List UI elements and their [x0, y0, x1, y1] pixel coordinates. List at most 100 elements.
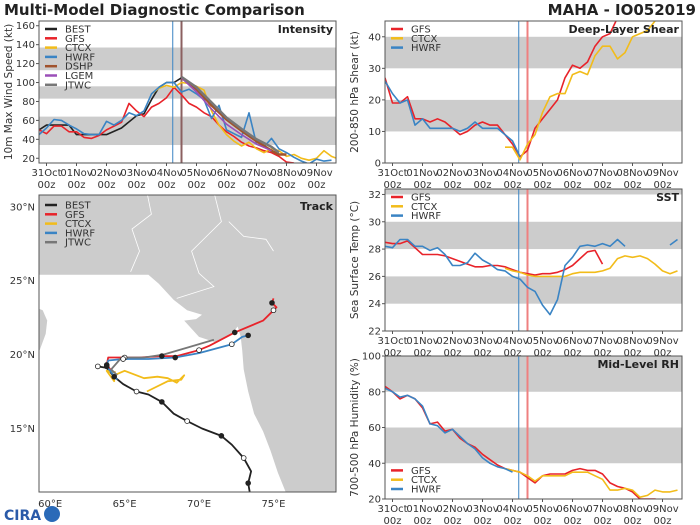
- panel-title: Mid-Level RH: [597, 358, 679, 371]
- y-tick-label: 40: [22, 135, 35, 146]
- plot-frame: [38, 20, 337, 164]
- y-tick-label: 80: [22, 97, 35, 108]
- x-tick-hour: 00z: [624, 348, 642, 359]
- track-position-marker: [159, 399, 165, 405]
- panel-rh: 2040608010031Oct00z01Nov00z02Nov00z03Nov…: [349, 352, 683, 525]
- x-tick-hour: 00z: [594, 516, 612, 525]
- x-tick-hour: 00z: [444, 180, 462, 191]
- x-tick-day: 31Oct: [377, 504, 407, 515]
- legend-label: CTCX: [411, 202, 437, 213]
- series-line-ctcx: [151, 81, 336, 161]
- x-tick-hour: 00z: [444, 516, 462, 525]
- series-line-lgem: [180, 77, 272, 152]
- y-axis-label: 10m Max Wind Speed (kt): [3, 24, 15, 160]
- track-position-marker: [196, 347, 202, 353]
- x-tick-day: 02Nov: [436, 168, 468, 179]
- y-tick-label: 0: [375, 159, 381, 170]
- x-tick-day: 08Nov: [616, 336, 648, 347]
- x-tick-hour: 00z: [534, 180, 552, 191]
- x-tick-hour: 00z: [414, 516, 432, 525]
- x-tick-day: 31Oct: [377, 168, 407, 179]
- x-tick-hour: 00z: [188, 180, 206, 191]
- x-tick-day: 03Nov: [120, 168, 152, 179]
- x-tick-day: 02Nov: [436, 336, 468, 347]
- x-tick-day: 04Nov: [496, 336, 528, 347]
- track-position-marker: [218, 433, 225, 439]
- x-tick-hour: 00z: [218, 180, 236, 191]
- x-tick-hour: 00z: [534, 516, 552, 525]
- x-tick-day: 05Nov: [526, 168, 558, 179]
- panel-shear: 01020304031Oct00z01Nov00z02Nov00z03Nov00…: [349, 20, 683, 191]
- y-tick-label: 160: [16, 21, 35, 32]
- panel-title: Intensity: [278, 23, 333, 36]
- x-tick-hour: 00z: [98, 180, 116, 191]
- x-tick-day: 05Nov: [526, 336, 558, 347]
- plot-area: [385, 189, 682, 331]
- series-line-jtwc: [180, 75, 280, 154]
- x-tick-day: 03Nov: [466, 336, 498, 347]
- cira-logo-text: CIRA: [4, 508, 41, 524]
- series-line-gfs: [39, 86, 295, 163]
- x-tick-day: 31Oct: [31, 168, 61, 179]
- lat-tick-label: 20°N: [10, 350, 35, 361]
- x-tick-day: 03Nov: [466, 504, 498, 515]
- legend-label: CTCX: [65, 43, 91, 54]
- y-axis-label: 200-850 hPa Shear (kt): [349, 31, 361, 153]
- x-tick-day: 06Nov: [556, 336, 588, 347]
- x-tick-day: 09Nov: [300, 168, 332, 179]
- x-tick-day: 08Nov: [270, 168, 302, 179]
- track-position-marker: [159, 353, 165, 359]
- shaded-band: [385, 427, 682, 464]
- x-tick-hour: 00z: [68, 180, 86, 191]
- legend-label: GFS: [65, 210, 85, 221]
- plot-frame: [384, 188, 683, 332]
- legend-label: BEST: [65, 25, 92, 36]
- series-line-ctcx: [504, 255, 678, 278]
- y-tick-label: 10: [368, 127, 381, 138]
- x-tick-day: 02Nov: [90, 168, 122, 179]
- y-tick-label: 140: [16, 40, 35, 51]
- lon-tick-label: 75°E: [261, 499, 285, 510]
- x-tick-day: 05Nov: [526, 504, 558, 515]
- y-tick-label: 20: [368, 95, 381, 106]
- lat-tick-label: 15°N: [10, 424, 35, 435]
- track-position-marker: [111, 373, 117, 380]
- track-position-marker: [245, 480, 251, 486]
- lat-tick-label: 30°N: [10, 202, 35, 213]
- series-line-ctcx: [504, 467, 678, 498]
- x-tick-day: 09Nov: [646, 168, 678, 179]
- y-tick-label: 100: [362, 352, 381, 363]
- x-tick-day: 09Nov: [646, 336, 678, 347]
- x-tick-hour: 00z: [654, 516, 672, 525]
- series-line-hwrf: [385, 387, 513, 473]
- land-oman: [39, 308, 48, 351]
- shaded-band: [39, 116, 336, 146]
- x-tick-day: 07Nov: [586, 336, 618, 347]
- y-tick-label: 20: [368, 495, 381, 506]
- shaded-band: [385, 221, 682, 250]
- x-tick-day: 07Nov: [586, 504, 618, 515]
- track-position-marker: [95, 363, 101, 370]
- x-tick-day: 01Nov: [406, 504, 438, 515]
- cira-logo: CIRA: [4, 506, 60, 524]
- x-tick-day: 06Nov: [556, 504, 588, 515]
- legend-label: LGEM: [65, 71, 93, 82]
- legend-label: JTWC: [64, 238, 91, 249]
- x-tick-hour: 00z: [624, 180, 642, 191]
- x-tick-hour: 00z: [474, 516, 492, 525]
- x-tick-day: 31Oct: [377, 336, 407, 347]
- legend-label: HWRF: [65, 52, 95, 63]
- panel-title: Track: [300, 200, 334, 213]
- panel-track: 60°E 65°E 70°E 75°E 15°N 20°N 25°N 30°N Track BES…: [10, 194, 337, 510]
- x-tick-hour: 00z: [564, 348, 582, 359]
- track-position-marker: [120, 356, 126, 362]
- legend-label: GFS: [411, 25, 431, 36]
- legend-label: JTWC: [64, 80, 91, 91]
- series-line-ctcx: [505, 21, 656, 161]
- x-tick-day: 09Nov: [646, 504, 678, 515]
- series-line-hwrf: [385, 238, 678, 316]
- x-tick-hour: 00z: [534, 348, 552, 359]
- legend-label: CTCX: [411, 475, 437, 486]
- y-axis-label: Sea Surface Temp (°C): [349, 201, 361, 319]
- legend-label: HWRF: [65, 228, 95, 239]
